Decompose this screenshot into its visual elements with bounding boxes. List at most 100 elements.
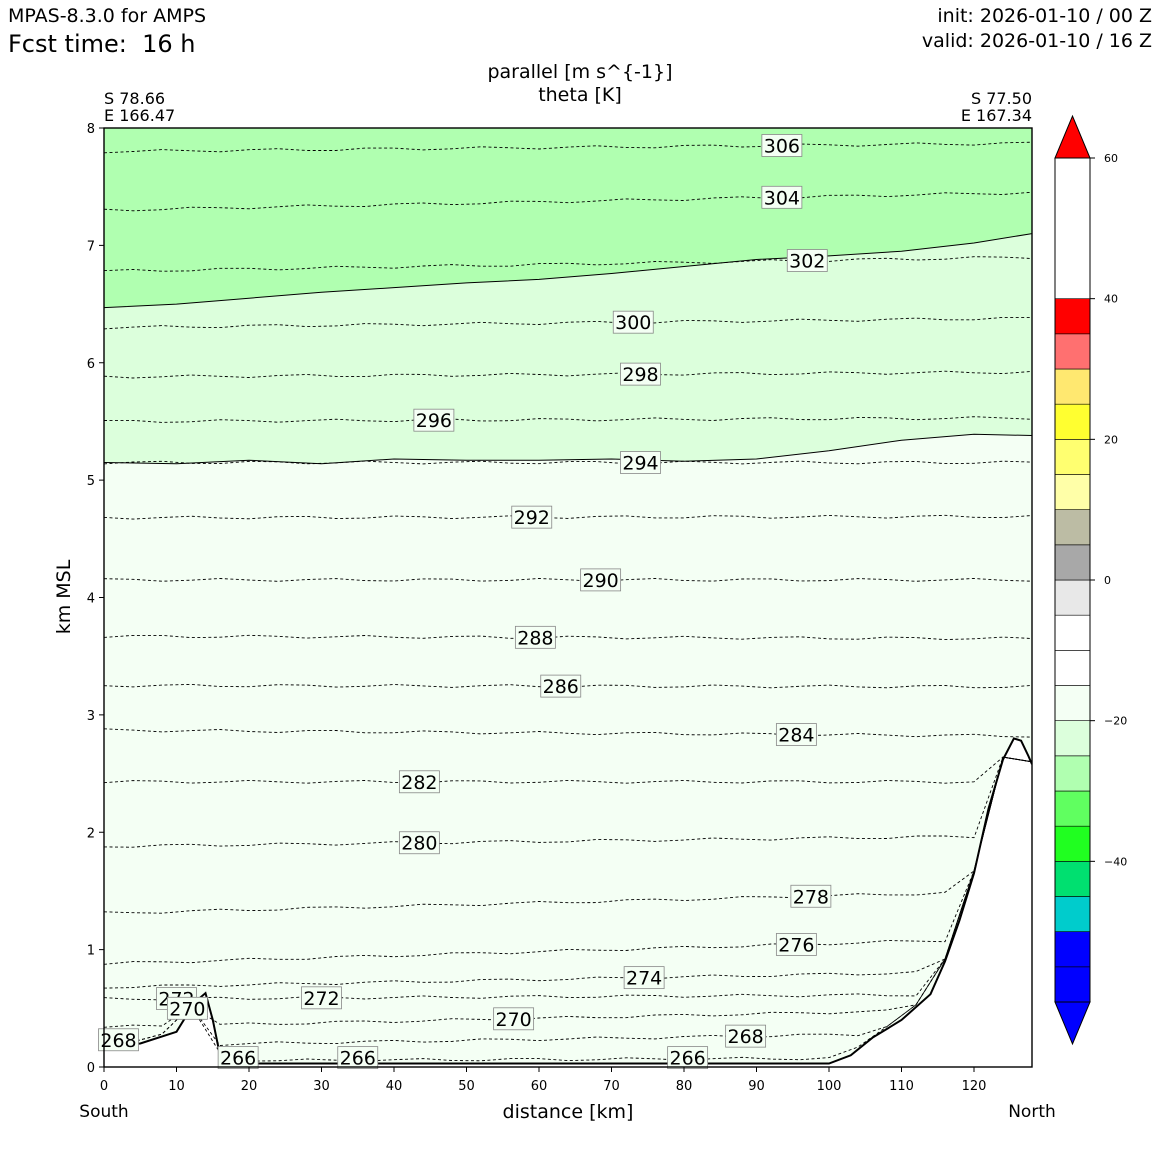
theta-label-box bbox=[98, 1028, 139, 1052]
wind-band-0 bbox=[104, 434, 1032, 1067]
colorbar-segment bbox=[1054, 333, 1091, 370]
colorbar-segment bbox=[1054, 298, 1091, 335]
theta-label: 266 bbox=[669, 1048, 705, 1070]
theta-contour-294 bbox=[104, 460, 1032, 465]
theta-label: 306 bbox=[764, 135, 800, 157]
colorbar-segment bbox=[1054, 825, 1091, 862]
theta-label-box bbox=[775, 933, 817, 956]
y-tick-label: 8 bbox=[87, 122, 95, 137]
theta-contour-270 bbox=[104, 756, 1032, 1028]
theta-label-box bbox=[623, 966, 665, 990]
theta-label-box bbox=[398, 831, 440, 855]
colorbar: 60 40 20 0 −20 −40 bbox=[1054, 114, 1127, 1046]
theta-label-box bbox=[217, 1046, 259, 1070]
theta-contour-280 bbox=[104, 756, 1032, 848]
right-end-lat: S 77.50 bbox=[971, 89, 1032, 108]
theta-contours bbox=[104, 141, 1032, 1067]
init-time: init: 2026-01-10 / 00 Z bbox=[937, 5, 1152, 27]
colorbar-segment bbox=[1054, 650, 1091, 686]
y-axis: 0 1 2 3 4 5 6 7 8 bbox=[87, 122, 104, 1076]
theta-label-box bbox=[612, 310, 654, 334]
wind-contour-1 bbox=[104, 233, 1032, 309]
theta-label-box bbox=[166, 996, 208, 1020]
theta-label-box bbox=[580, 568, 622, 592]
colorbar-segment bbox=[1054, 544, 1091, 581]
colorbar-segment bbox=[1054, 720, 1091, 757]
x-tick-label: 20 bbox=[241, 1079, 258, 1094]
theta-label: 304 bbox=[764, 187, 800, 209]
theta-contour-304 bbox=[104, 191, 1032, 212]
theta-label-box bbox=[620, 362, 661, 386]
theta-label: 300 bbox=[615, 312, 651, 334]
valid-time: valid: 2026-01-10 / 16 Z bbox=[921, 30, 1152, 52]
south-label: South bbox=[79, 1102, 128, 1122]
forecast-time: Fcst time: 16 h bbox=[8, 30, 196, 58]
theta-contour-268 bbox=[104, 756, 1032, 1046]
theta-contour-296 bbox=[104, 416, 1032, 423]
theta-label-box bbox=[667, 1046, 709, 1070]
theta-contour-290 bbox=[104, 578, 1032, 582]
colorbar-segment bbox=[1054, 790, 1091, 827]
y-tick-label: 2 bbox=[87, 826, 95, 841]
x-tick-label: 110 bbox=[889, 1079, 914, 1094]
terrain-fill bbox=[104, 738, 1032, 1067]
colorbar-tick-label: 40 bbox=[1104, 293, 1118, 306]
x-tick-label: 60 bbox=[531, 1079, 548, 1094]
theta-label-box bbox=[540, 674, 582, 698]
wind-band-2 bbox=[104, 128, 1032, 308]
x-tick-label: 0 bbox=[100, 1079, 108, 1094]
theta-label-box bbox=[775, 723, 817, 746]
theta-contour-302 bbox=[104, 256, 1032, 272]
theta-label: 274 bbox=[626, 968, 662, 990]
theta-label: 292 bbox=[514, 507, 550, 529]
theta-label: 268 bbox=[100, 1030, 136, 1052]
colorbar-segment bbox=[1054, 579, 1091, 616]
x-axis: 0 10 20 30 40 50 60 70 80 90 100 110 120 bbox=[100, 1067, 986, 1094]
x-tick-label: 50 bbox=[458, 1079, 475, 1094]
theta-contour-labels: 306 304 302 300 298 296 294 292 290 288 286 284 282 2… bbox=[98, 134, 832, 1070]
theta-label: 290 bbox=[582, 570, 618, 592]
left-end-lon: E 166.47 bbox=[104, 106, 175, 125]
chart-title: parallel [m s^{-1}] bbox=[487, 61, 672, 83]
colorbar-segment bbox=[1054, 931, 1091, 968]
x-tick-label: 40 bbox=[386, 1079, 403, 1094]
colorbar-segment bbox=[1054, 614, 1091, 651]
colorbar-segment bbox=[1054, 509, 1091, 546]
theta-label: 276 bbox=[778, 934, 814, 956]
theta-contour-292 bbox=[104, 514, 1032, 520]
forecast-time-label: Fcst time: bbox=[8, 30, 127, 58]
left-end-lat: S 78.66 bbox=[104, 89, 165, 108]
y-tick-label: 4 bbox=[87, 592, 95, 607]
colorbar-under-arrow bbox=[1054, 1001, 1091, 1046]
theta-label-box bbox=[493, 1007, 535, 1031]
theta-label: 298 bbox=[622, 364, 658, 386]
theta-label-box bbox=[725, 1024, 767, 1048]
theta-label: 268 bbox=[727, 1026, 763, 1048]
theta-label: 270 bbox=[495, 1009, 531, 1031]
colorbar-segment bbox=[1054, 896, 1091, 932]
colorbar-segment bbox=[1054, 966, 1091, 1003]
theta-label-box bbox=[337, 1046, 379, 1070]
theta-label: 278 bbox=[793, 886, 829, 908]
theta-label-box bbox=[790, 884, 832, 908]
colorbar-tick-label: 60 bbox=[1104, 152, 1118, 165]
colorbar-tick-label: −20 bbox=[1104, 715, 1127, 728]
theta-contour-300 bbox=[104, 316, 1032, 330]
colorbar-over-arrow bbox=[1054, 114, 1091, 159]
theta-label-box bbox=[301, 986, 342, 1010]
colorbar-segment bbox=[1054, 368, 1091, 405]
theta-contour-282 bbox=[104, 756, 1032, 784]
colorbar-tick-label: 20 bbox=[1104, 433, 1118, 446]
theta-contour-288 bbox=[104, 634, 1032, 641]
colorbar-tick-label: 0 bbox=[1104, 574, 1111, 587]
x-tick-label: 30 bbox=[313, 1079, 330, 1094]
wind-band-1 bbox=[104, 233, 1032, 464]
x-tick-label: 70 bbox=[603, 1079, 620, 1094]
theta-contour-284 bbox=[104, 728, 1032, 738]
theta-label-box bbox=[511, 505, 553, 529]
y-tick-label: 0 bbox=[87, 1061, 95, 1076]
y-tick-label: 3 bbox=[87, 709, 95, 724]
chart-subtitle: theta [K] bbox=[538, 84, 622, 106]
theta-label: 280 bbox=[401, 833, 437, 855]
y-tick-label: 6 bbox=[87, 357, 95, 372]
